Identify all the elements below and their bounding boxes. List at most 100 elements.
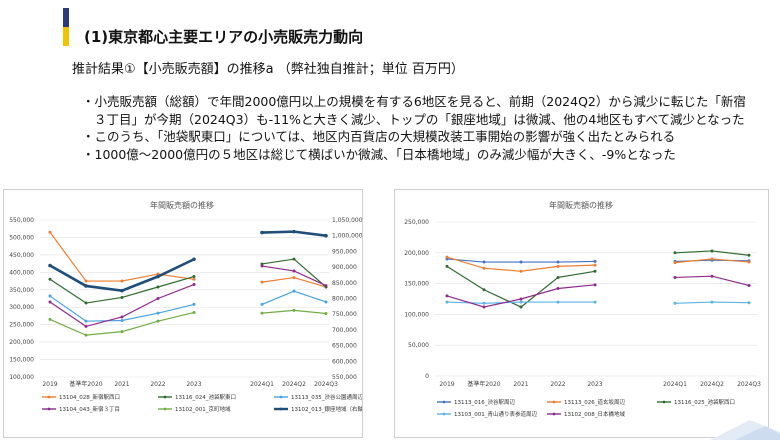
data-point: [519, 260, 523, 264]
data-point: [445, 300, 449, 304]
series-line-annual: [446, 256, 596, 272]
legend-marker: [442, 412, 446, 416]
y-tick-label: 400,000: [9, 269, 34, 276]
x-tick-label: 2022: [150, 381, 165, 388]
data-point: [84, 324, 88, 328]
data-point: [673, 261, 677, 265]
data-point: [192, 310, 196, 314]
y2-tick-label: 850,000: [332, 280, 357, 287]
legend-marker: [662, 400, 666, 404]
summary-bullets: ・小売販売額（総額）で年間2000億円以上の規模を有する6地区を見ると、前期（2…: [82, 93, 752, 163]
data-point: [556, 287, 560, 291]
data-point: [710, 300, 714, 304]
data-point: [593, 269, 597, 273]
x-tick-label: 2022: [550, 381, 565, 388]
data-point: [156, 274, 160, 279]
x-tick-label: 2024Q2: [282, 381, 306, 388]
data-point: [292, 289, 296, 293]
data-point: [519, 269, 523, 273]
data-point: [48, 263, 52, 268]
x-tick-label: 2024Q3: [737, 381, 761, 388]
legend-label: 13102_013_銀座地域（右軸）: [291, 405, 362, 413]
data-point: [48, 317, 52, 321]
y2-tick-label: 600,000: [332, 358, 357, 365]
data-point: [482, 301, 486, 305]
data-point: [519, 297, 523, 301]
data-point: [710, 274, 714, 278]
y2-tick-label: 650,000: [332, 343, 357, 350]
results-subtitle: 推計結果①【小売販売額】の推移a （弊社独自推計；単位 百万円）: [72, 62, 464, 77]
data-point: [556, 264, 560, 268]
data-point: [84, 279, 88, 283]
corner-decoration: [710, 420, 780, 440]
data-point: [120, 295, 124, 299]
data-point: [482, 288, 486, 292]
data-point: [156, 297, 160, 300]
data-point: [84, 284, 88, 288]
y-tick-label: 100,000: [404, 311, 429, 318]
y2-tick-label: 750,000: [332, 311, 357, 318]
data-point: [747, 260, 751, 264]
y2-tick-label: 800,000: [332, 296, 357, 303]
data-point: [747, 253, 751, 257]
data-point: [48, 300, 52, 304]
bullet-2: ・このうち、「池袋駅東口」については、地区内百貨店の大規模改装工事開始の影響が強…: [82, 129, 676, 144]
chart-large-districts: 年間販売額の推移 100,000 150,000 200,000 250,000 300,…: [9, 200, 362, 413]
y-tick-label: 450,000: [9, 252, 34, 259]
legend-marker: [163, 407, 167, 411]
y-tick-label: 50,000: [408, 342, 429, 349]
data-point: [519, 300, 523, 304]
data-point: [593, 263, 597, 267]
chart-title: 年間販売額の推移: [549, 200, 613, 210]
data-point: [556, 260, 560, 264]
data-point: [673, 301, 677, 305]
legend-marker: [442, 400, 446, 404]
series-line-quarterly: [261, 265, 327, 287]
data-point: [260, 264, 264, 268]
legend-marker: [47, 395, 51, 399]
y-tick-label: 300,000: [9, 304, 34, 311]
series-line-quarterly: [261, 290, 327, 305]
y-tick-label: 150,000: [404, 281, 429, 288]
data-point: [556, 275, 560, 279]
y2-tick-label: 550,000: [332, 374, 357, 381]
data-point: [593, 283, 597, 287]
data-point: [482, 305, 486, 309]
x-tick-label: 基準年2020: [69, 380, 102, 388]
data-point: [292, 276, 296, 280]
data-point: [324, 284, 328, 288]
data-point: [747, 283, 751, 287]
data-point: [120, 279, 124, 283]
x-tick-label: 2019: [42, 381, 57, 388]
legend-marker: [47, 407, 51, 411]
legend-marker: [279, 395, 283, 399]
y-tick-label: 350,000: [9, 287, 34, 294]
y2-tick-label: 1,050,000: [332, 217, 362, 224]
data-point: [324, 300, 328, 304]
data-point: [120, 318, 124, 322]
x-tick-label: 2021: [513, 381, 528, 388]
data-point: [84, 333, 88, 337]
chart-panel-large-districts: 年間販売額の推移 100,000 150,000 200,000 250,000 300,…: [3, 189, 363, 438]
bullet-1: ・小売販売額（総額）で年間2000億円以上の規模を有する6地区を見ると、前期（2…: [82, 94, 746, 127]
data-point: [482, 266, 486, 270]
chart-mid-districts: 年間販売額の推移 0 50,000 100,000 150,000 200,000 250,…: [404, 200, 761, 418]
legend-marker: [163, 395, 167, 399]
data-point: [192, 275, 196, 279]
data-point: [156, 311, 160, 315]
x-tick-label: 2024Q3: [314, 381, 338, 388]
title-accent-bar: [63, 8, 69, 46]
legend-label: 13103_001_青山通り表参道周辺: [454, 410, 537, 418]
data-point: [710, 257, 714, 261]
legend-label: 13113_026_道玄坂周辺: [564, 398, 625, 406]
data-point: [673, 251, 677, 255]
legend-label: 13116_025_池袋駅西口: [674, 398, 735, 406]
data-point: [156, 319, 160, 323]
data-point: [260, 311, 264, 315]
x-tick-label: 2024Q2: [700, 381, 724, 388]
data-point: [445, 294, 449, 298]
legend-label: 13113_035_渋谷公園通周辺: [291, 393, 362, 401]
x-tick-label: 2021: [114, 381, 129, 388]
data-point: [48, 277, 52, 281]
legend-label: 13116_024_池袋駅東口: [175, 393, 236, 401]
